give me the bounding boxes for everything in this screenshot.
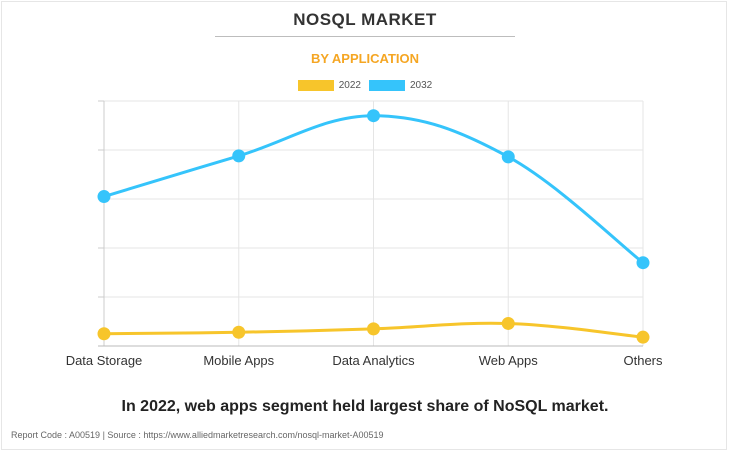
- report-footer: Report Code : A00519 | Source : https://…: [11, 430, 384, 440]
- data-point-2022-web-apps: [501, 316, 515, 330]
- legend: 2022 2032: [0, 80, 730, 91]
- x-tick-label: Data Storage: [66, 353, 143, 368]
- data-point-2022-mobile-apps: [232, 325, 246, 339]
- legend-swatch-2032: [369, 80, 405, 91]
- x-tick-label: Others: [623, 353, 663, 368]
- data-point-2032-mobile-apps: [232, 149, 246, 163]
- data-point-2032-data-analytics: [367, 109, 380, 123]
- title-divider: [215, 36, 515, 37]
- legend-swatch-2022: [297, 80, 334, 91]
- x-tick-label: Mobile Apps: [203, 353, 274, 368]
- data-point-2022-data-analytics: [367, 322, 380, 336]
- chart-caption: In 2022, web apps segment held largest s…: [121, 398, 609, 415]
- x-tick-label: Web Apps: [479, 353, 539, 368]
- legend-label-2032: 2032: [410, 80, 433, 91]
- legend-item-2032[interactable]: 2032: [369, 80, 432, 91]
- data-point-2022-data-storage: [97, 327, 111, 341]
- legend-label-2022: 2022: [338, 80, 361, 91]
- legend-item-2022[interactable]: 2022: [297, 80, 361, 91]
- data-point-2032-others: [636, 256, 650, 270]
- chart-title: NOSQL MARKET: [293, 10, 437, 29]
- data-point-2022-others: [636, 330, 650, 344]
- chart-subtitle: BY APPLICATION: [310, 51, 420, 66]
- data-point-2032-data-storage: [97, 190, 111, 204]
- data-point-2032-web-apps: [501, 150, 515, 164]
- x-tick-label: Data Analytics: [332, 353, 415, 368]
